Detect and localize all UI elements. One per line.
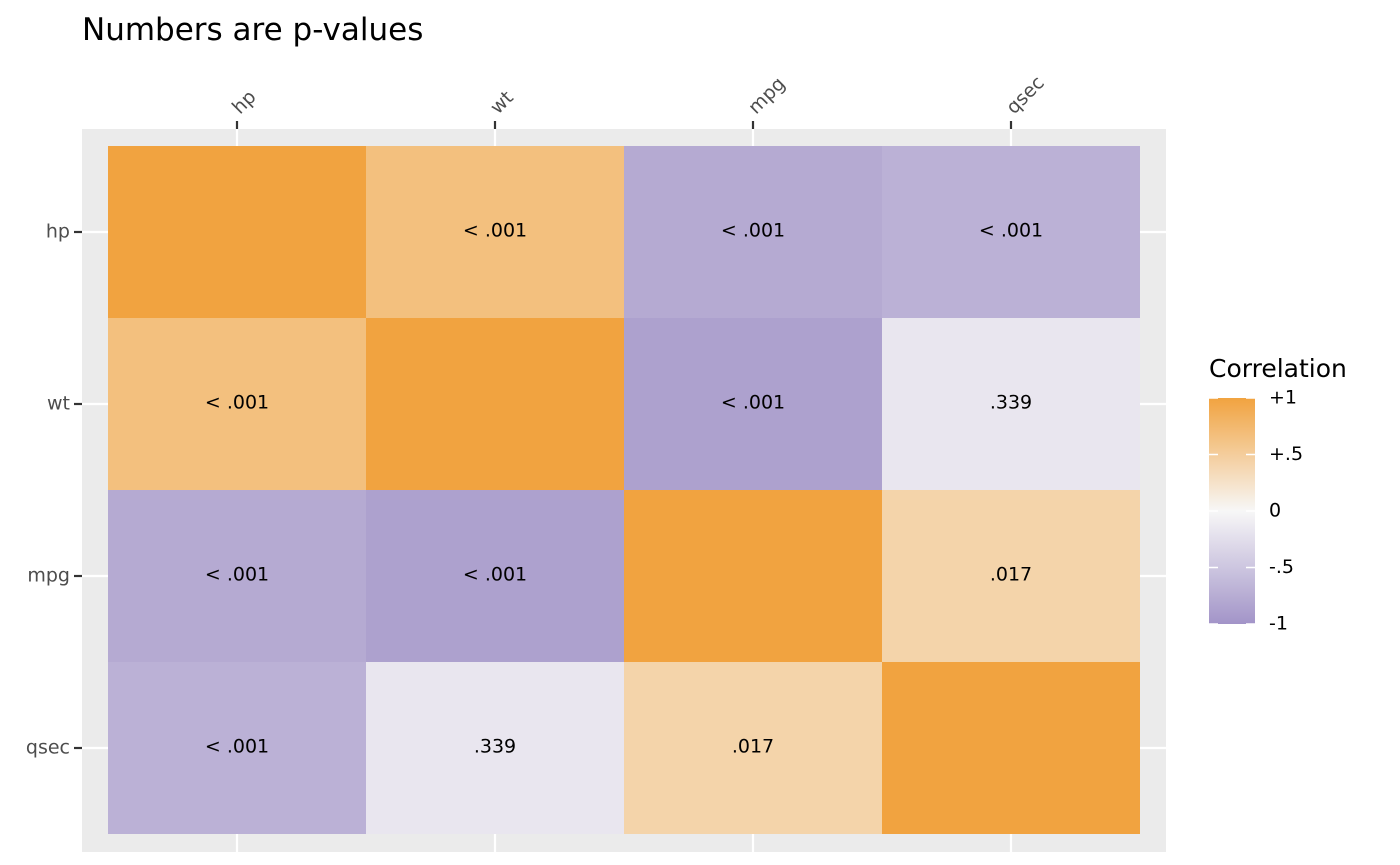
cell-label-qsec-mpg: .017 [732, 736, 774, 758]
x-axis: hp wt mpg qsec [228, 72, 1049, 129]
legend-title: Correlation [1209, 354, 1347, 383]
cell-hp-mpg [624, 146, 882, 318]
heatmap-cells [108, 146, 1140, 834]
cell-mpg-wt [366, 490, 624, 662]
cell-label-mpg-qsec: .017 [990, 564, 1032, 586]
x-tick-label-wt: wt [486, 87, 518, 119]
cell-label-hp-mpg: < .001 [721, 220, 785, 242]
legend: Correlation +1 +.5 0 -.5 -1 [1209, 354, 1347, 635]
cell-label-qsec-hp: < .001 [205, 736, 269, 758]
y-tick-label-mpg: mpg [27, 565, 70, 587]
chart-title: Numbers are p-values [82, 12, 423, 48]
x-tick-label-mpg: mpg [744, 73, 790, 119]
cell-qsec-hp [108, 662, 366, 834]
legend-label-0: +1 [1269, 387, 1297, 409]
legend-label-1: +.5 [1269, 443, 1303, 465]
legend-ticks: +1 +.5 0 -.5 -1 [1209, 387, 1303, 635]
cell-mpg-hp [108, 490, 366, 662]
cell-hp-hp [108, 146, 366, 318]
legend-label-2: 0 [1269, 500, 1281, 522]
x-tick-label-qsec: qsec [1002, 72, 1049, 119]
cell-label-wt-qsec: .339 [990, 392, 1032, 414]
cell-label-wt-mpg: < .001 [721, 392, 785, 414]
cell-label-qsec-wt: .339 [474, 736, 516, 758]
cell-mpg-mpg [624, 490, 882, 662]
cell-qsec-mpg [624, 662, 882, 834]
y-tick-label-qsec: qsec [26, 737, 70, 759]
legend-label-3: -.5 [1269, 556, 1294, 578]
cell-wt-hp [108, 318, 366, 490]
cell-wt-mpg [624, 318, 882, 490]
y-axis: hp wt mpg qsec [26, 221, 82, 759]
cell-hp-wt [366, 146, 624, 318]
cell-label-hp-wt: < .001 [463, 220, 527, 242]
cell-label-mpg-hp: < .001 [205, 564, 269, 586]
cell-label-hp-qsec: < .001 [979, 220, 1043, 242]
y-tick-label-wt: wt [47, 393, 70, 415]
cell-label-mpg-wt: < .001 [463, 564, 527, 586]
cell-qsec-wt [366, 662, 624, 834]
y-tick-label-hp: hp [46, 221, 70, 243]
cell-hp-qsec [882, 146, 1140, 318]
cell-mpg-qsec [882, 490, 1140, 662]
cell-wt-wt [366, 318, 624, 490]
legend-label-4: -1 [1269, 613, 1288, 635]
cell-qsec-qsec [882, 662, 1140, 834]
cell-label-wt-hp: < .001 [205, 392, 269, 414]
cell-labels: < .001 < .001 < .001 < .001 < .001 .339 < .001… [205, 220, 1043, 758]
cell-wt-qsec [882, 318, 1140, 490]
x-tick-label-hp: hp [228, 86, 261, 119]
